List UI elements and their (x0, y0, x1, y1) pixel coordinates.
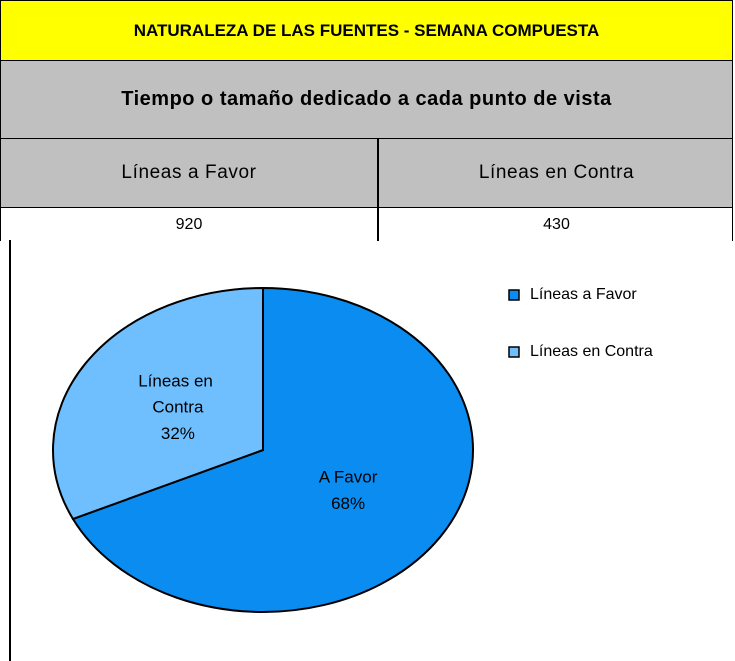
legend-swatch (508, 289, 520, 301)
value-row: 920 430 (0, 207, 733, 241)
legend-swatch (508, 346, 520, 358)
chart: A Favor 68% Líneas en Contra 32% Líneas a Fa… (9, 240, 653, 661)
pie-slice (52, 286, 264, 521)
slice-label-line: Líneas en (138, 372, 217, 391)
slice-label-line: Contra (152, 398, 204, 417)
header: Líneas a Favor (121, 162, 257, 183)
header-cell: Líneas a Favor (1, 139, 379, 207)
value: 920 (175, 215, 203, 233)
data-label: 32% (161, 424, 195, 443)
slice-label: Líneas en Contra (138, 372, 217, 417)
subtitle-row: Tiempo o tamaño dedicado a cada punto de… (0, 60, 733, 139)
legend-label: Líneas en Contra (530, 343, 653, 360)
pie-slice (71, 286, 474, 613)
header: Líneas en Contra (478, 162, 635, 183)
title: NATURALEZA DE LAS FUENTES - SEMANA COMPU… (133, 20, 600, 40)
value-cell: 920 (1, 208, 379, 241)
slice-label: A Favor (319, 468, 378, 487)
data-label: 68% (331, 494, 365, 513)
legend-label: Líneas a Favor (530, 286, 637, 303)
value-cell: 430 (379, 208, 734, 241)
header-cell: Líneas en Contra (379, 139, 734, 207)
slice-label-line: A Favor (319, 468, 378, 487)
value: 430 (543, 215, 570, 233)
header-row: Líneas a Favor Líneas en Contra (0, 138, 733, 208)
subtitle: Tiempo o tamaño dedicado a cada punto de… (121, 88, 612, 110)
title-row: NATURALEZA DE LAS FUENTES - SEMANA COMPU… (0, 0, 733, 61)
